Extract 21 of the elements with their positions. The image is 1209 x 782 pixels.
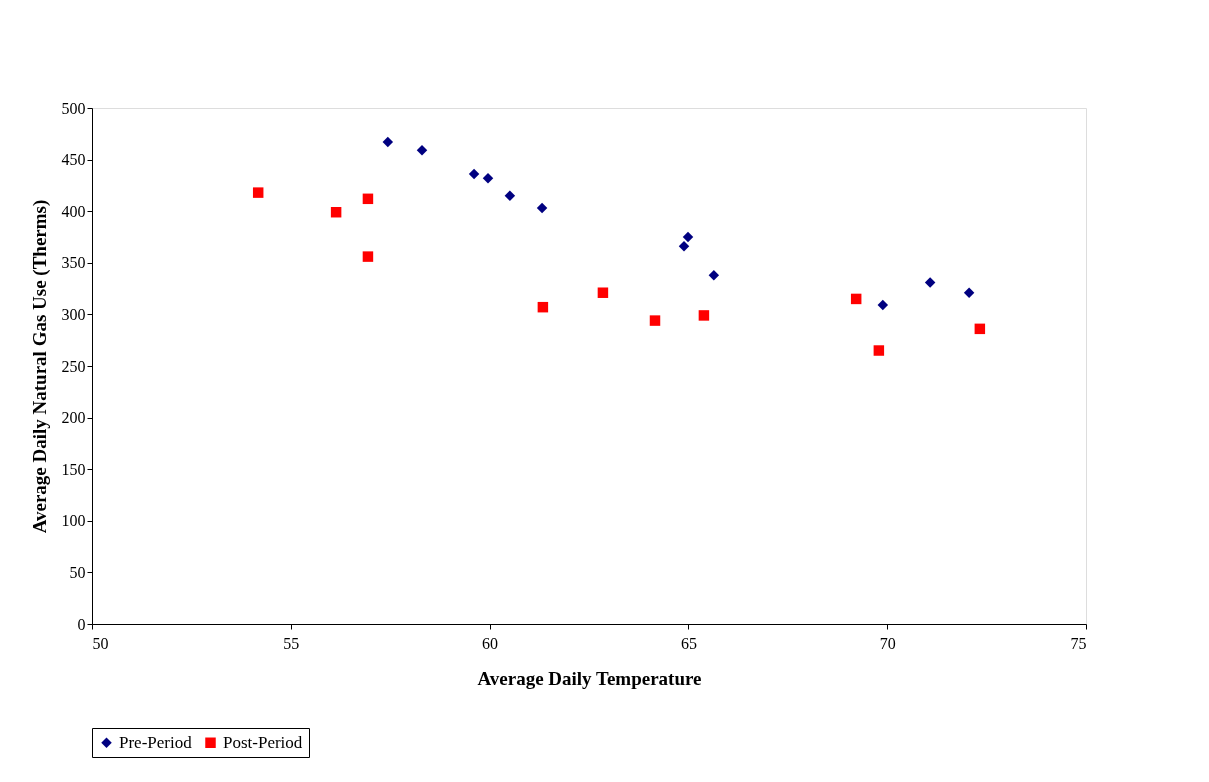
y-tick-label: 500: [61, 99, 86, 117]
y-tick-label: 0: [77, 615, 86, 633]
x-tick-label: 65: [680, 634, 697, 652]
legend-label: Pre-Period: [119, 732, 193, 752]
y-tick-label: 350: [61, 254, 86, 272]
x-tick-label: 60: [482, 634, 499, 652]
x-tick-label: 50: [92, 634, 109, 652]
y-tick-label: 100: [61, 512, 86, 530]
y-tick-label: 400: [61, 202, 86, 220]
y-tick-label: 150: [61, 460, 86, 478]
x-tick-label: 70: [879, 634, 896, 652]
y-tick-label: 250: [61, 357, 86, 375]
y-tick-label: 450: [61, 151, 86, 169]
y-tick-label: 50: [69, 563, 86, 581]
y-tick-label: 300: [61, 305, 86, 323]
legend-label: Post-Period: [223, 732, 303, 752]
x-tick-label: 55: [283, 634, 300, 652]
y-tick-label: 200: [61, 409, 86, 427]
y-axis-title: Average Daily Natural Gas Use (Therms): [28, 199, 51, 534]
x-tick-label: 75: [1070, 634, 1087, 652]
x-axis-title: Average Daily Temperature: [477, 667, 702, 689]
